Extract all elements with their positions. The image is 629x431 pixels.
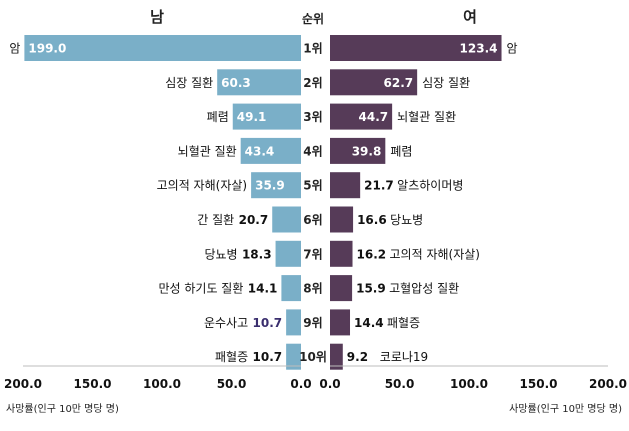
female-bar bbox=[330, 309, 351, 336]
male-category-label: 운수사고 bbox=[204, 316, 248, 330]
female-value-label: 14.4 bbox=[354, 316, 384, 330]
rank-label: 3위 bbox=[303, 110, 322, 124]
male-bar bbox=[286, 309, 301, 336]
male-value-label: 20.7 bbox=[239, 213, 269, 227]
female-category-label: 당뇨병 bbox=[390, 213, 423, 227]
rank-label: 8위 bbox=[303, 282, 322, 296]
male-bar bbox=[217, 69, 301, 96]
female-bar bbox=[330, 137, 386, 164]
male-bar bbox=[281, 275, 301, 302]
male-value-label: 10.7 bbox=[253, 316, 283, 330]
female-category-label: 코로나19 bbox=[380, 350, 428, 364]
axes-layer: 200.0 150.0 100.0 50.0 0.0 0.0 50.0 100.0 150.0 2… bbox=[4, 365, 627, 391]
male-value-label: 14.1 bbox=[248, 282, 278, 296]
female-bar bbox=[330, 343, 343, 370]
female-x-tick-label: 50.0 bbox=[385, 377, 415, 391]
female-value-label: 9.2 bbox=[347, 350, 368, 364]
female-x-tick-label: 0.0 bbox=[319, 377, 340, 391]
rank-label: 2위 bbox=[303, 76, 322, 90]
male-value-label: 60.3 bbox=[221, 76, 251, 90]
female-value-label: 62.7 bbox=[384, 76, 414, 90]
male-value-label: 49.1 bbox=[237, 110, 267, 124]
female-value-label: 16.6 bbox=[357, 213, 387, 227]
male-value-label: 18.3 bbox=[242, 247, 272, 261]
male-bar bbox=[275, 240, 301, 267]
male-category-label: 암 bbox=[9, 42, 20, 56]
female-category-label: 패혈증 bbox=[387, 316, 420, 330]
female-category-label: 폐렴 bbox=[390, 144, 412, 158]
male-bar bbox=[272, 206, 301, 233]
male-category-label: 간 질환 bbox=[197, 213, 234, 227]
male-category-label: 고의적 자해(자살) bbox=[157, 179, 247, 193]
male-value-label: 35.9 bbox=[255, 179, 285, 193]
female-category-label: 뇌혈관 질환 bbox=[397, 110, 456, 124]
female-category-label: 암 bbox=[507, 42, 518, 56]
female-bar bbox=[330, 275, 353, 302]
female-category-label: 알츠하이머병 bbox=[397, 179, 463, 193]
female-value-label: 15.9 bbox=[356, 282, 386, 296]
left-footnote: 사망률(인구 10만 명당 명) bbox=[6, 403, 119, 415]
male-bar bbox=[232, 103, 301, 130]
female-value-label: 16.2 bbox=[357, 247, 387, 261]
male-value-label: 199.0 bbox=[28, 42, 66, 56]
male-bar bbox=[240, 137, 301, 164]
male-x-tick-label: 100.0 bbox=[143, 377, 181, 391]
male-value-label: 10.7 bbox=[253, 350, 283, 364]
female-bar bbox=[330, 35, 502, 61]
male-value-label: 43.4 bbox=[245, 144, 275, 158]
female-category-label: 고혈압성 질환 bbox=[389, 282, 459, 296]
male-category-label: 폐렴 bbox=[207, 110, 229, 124]
male-x-tick-label: 200.0 bbox=[4, 377, 42, 391]
male-category-label: 당뇨병 bbox=[204, 247, 237, 261]
female-bar bbox=[330, 69, 418, 96]
male-category-label: 뇌혈관 질환 bbox=[178, 144, 237, 158]
male-x-tick-label: 50.0 bbox=[217, 377, 247, 391]
bars-layer: 199.0 암 1위 123.4 암 60.3 심장 질환 2위 62.7 심장 질환 49.1 폐렴… bbox=[9, 35, 518, 370]
female-bar bbox=[330, 103, 393, 130]
female-bar bbox=[330, 240, 353, 267]
rank-label: 1위 bbox=[303, 42, 322, 56]
male-header: 남 bbox=[150, 8, 164, 26]
male-bar bbox=[286, 343, 301, 370]
rank-label: 7위 bbox=[303, 247, 322, 261]
female-x-tick-label: 150.0 bbox=[520, 377, 558, 391]
rank-header: 순위 bbox=[302, 12, 324, 26]
male-x-tick-label: 150.0 bbox=[74, 377, 112, 391]
male-category-label: 만성 하기도 질환 bbox=[158, 282, 243, 296]
female-header: 여 bbox=[463, 8, 477, 26]
female-value-label: 39.8 bbox=[352, 144, 382, 158]
female-category-label: 심장 질환 bbox=[422, 76, 470, 90]
male-bar bbox=[24, 35, 301, 61]
male-bar bbox=[251, 172, 301, 199]
male-category-label: 패혈증 bbox=[215, 350, 248, 364]
female-value-label: 21.7 bbox=[364, 179, 394, 193]
male-x-tick-label: 0.0 bbox=[290, 377, 311, 391]
female-category-label: 고의적 자해(자살) bbox=[390, 247, 480, 261]
female-bar bbox=[330, 206, 354, 233]
female-x-tick-label: 100.0 bbox=[450, 377, 488, 391]
right-footnote: 사망률(인구 10만 명당 명) bbox=[509, 403, 622, 415]
female-value-label: 44.7 bbox=[359, 110, 389, 124]
rank-label: 9위 bbox=[303, 316, 322, 330]
female-value-label: 123.4 bbox=[460, 42, 498, 56]
female-x-tick-label: 200.0 bbox=[589, 377, 627, 391]
female-bar bbox=[330, 172, 361, 199]
rank-label: 6위 bbox=[303, 213, 322, 227]
male-category-label: 심장 질환 bbox=[165, 76, 213, 90]
rank-label: 4위 bbox=[303, 144, 322, 158]
rank-label: 10위 bbox=[299, 350, 327, 364]
rank-label: 5위 bbox=[303, 179, 322, 193]
